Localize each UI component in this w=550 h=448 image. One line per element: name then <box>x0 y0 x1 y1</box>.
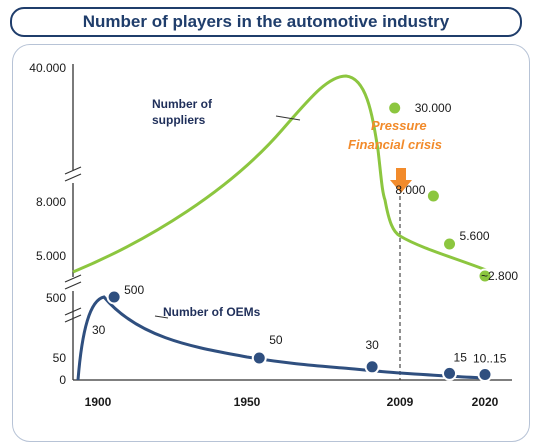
x-tick-label: 1950 <box>234 395 261 409</box>
data-point-oems <box>364 359 380 375</box>
data-point-suppliers <box>442 236 458 252</box>
down-arrow-icon <box>390 168 412 193</box>
data-label-oems: 15 <box>454 350 468 364</box>
y-tick-label: 500 <box>46 291 66 305</box>
data-point-oems <box>477 367 493 382</box>
data-point-oems <box>106 289 122 305</box>
chart-title: Number of players in the automotive indu… <box>82 12 450 31</box>
x-tick-label: 2020 <box>472 395 499 409</box>
y-tick-label: 40.000 <box>29 61 66 75</box>
series-label-oems: Number of OEMs <box>163 305 261 319</box>
annotation-financial-crisis: Financial crisis <box>348 137 442 152</box>
y-axis-break-lower <box>64 307 82 323</box>
series-label-line: suppliers <box>152 113 206 127</box>
series-label-suppliers: Number of suppliers <box>152 97 213 127</box>
data-point-suppliers <box>387 100 403 116</box>
data-label-oems: 30 <box>365 338 379 352</box>
data-label-oems: 500 <box>124 283 144 297</box>
series-label-line: Number of <box>152 97 213 111</box>
data-point-suppliers <box>477 268 493 284</box>
data-label-suppliers: ~2.800 <box>481 269 518 283</box>
data-label-oems: 30 <box>92 323 106 337</box>
series-label-leader-suppliers <box>275 115 301 121</box>
data-label-oems: 50 <box>269 333 283 347</box>
data-label-suppliers: 5.600 <box>460 229 490 243</box>
y-tick-label: 0 <box>59 373 66 387</box>
x-tick-label: 1900 <box>85 395 112 409</box>
y-tick-label: 50 <box>53 351 67 365</box>
data-label-suppliers: 8.000 <box>395 183 425 197</box>
chart-title-box: Number of players in the automotive indu… <box>10 7 522 37</box>
series-line-suppliers <box>72 74 487 274</box>
data-point-oems <box>251 350 267 366</box>
data-point-oems <box>442 365 458 381</box>
data-point-suppliers <box>425 188 441 204</box>
series-line-oems <box>76 295 487 381</box>
data-label-suppliers: 30.000 <box>415 101 452 115</box>
series-label-suppliers-text: Number of suppliers <box>152 97 213 127</box>
y-axis-break-middle <box>64 274 82 290</box>
x-tick-label: 2009 <box>387 395 414 409</box>
series-label-leader-oems <box>154 315 169 319</box>
annotation-pressure: Pressure <box>371 118 427 133</box>
y-axis-break-upper <box>64 166 82 182</box>
data-label-oems: 10..15 <box>473 352 507 366</box>
y-tick-label: 5.000 <box>36 249 66 263</box>
y-tick-label: 8.000 <box>36 195 66 209</box>
